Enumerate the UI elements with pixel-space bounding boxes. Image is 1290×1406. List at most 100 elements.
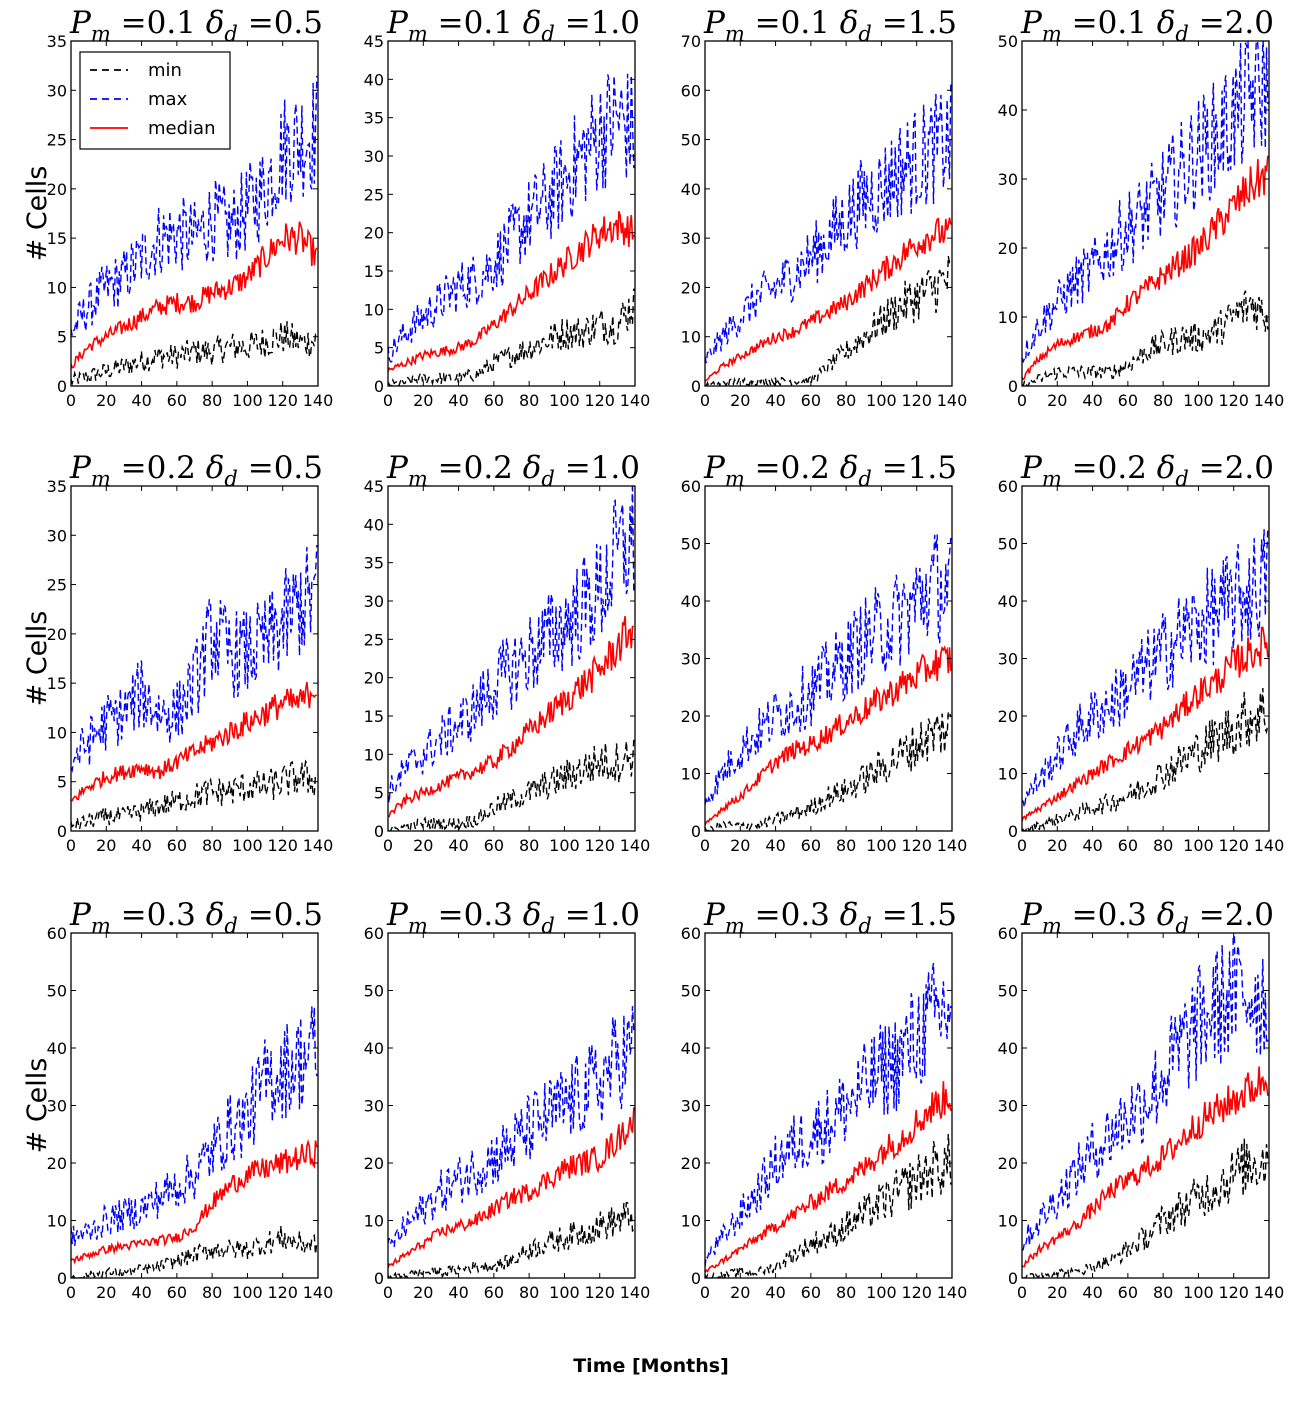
- x-tick-label: 100: [232, 836, 263, 855]
- x-tick-label: 20: [1047, 1283, 1067, 1302]
- x-tick-label: 120: [901, 1283, 932, 1302]
- plot-frame: [704, 40, 953, 387]
- x-tick-label: 20: [413, 391, 433, 410]
- x-tick-label: 80: [1153, 836, 1173, 855]
- x-tick-label: 0: [383, 391, 393, 410]
- y-tick-label: 10: [998, 765, 1018, 784]
- y-tick-label: 10: [47, 1212, 67, 1231]
- x-tick-label: 20: [96, 836, 116, 855]
- x-tick-label: 120: [267, 1283, 298, 1302]
- x-tick-label: 120: [267, 391, 298, 410]
- x-tick-label: 140: [937, 391, 968, 410]
- series-min-line: [1022, 290, 1269, 386]
- x-tick-label: 60: [1118, 391, 1138, 410]
- plot-frame: [70, 485, 319, 832]
- y-tick-label: 40: [998, 592, 1018, 611]
- x-tick-label: 20: [413, 836, 433, 855]
- y-tick-label: 30: [47, 526, 67, 545]
- x-axis-label: Time [Months]: [573, 1355, 729, 1377]
- y-tick-label: 40: [681, 1039, 701, 1058]
- x-tick-label: 20: [730, 1283, 750, 1302]
- y-tick-label: 10: [47, 278, 67, 297]
- y-tick-label: 60: [364, 924, 384, 943]
- series-median-line: [705, 217, 952, 382]
- x-tick-label: 40: [765, 391, 785, 410]
- y-tick-label: 30: [681, 650, 701, 669]
- x-tick-label: 0: [700, 836, 710, 855]
- x-tick-label: 80: [519, 391, 539, 410]
- y-tick-label: 15: [47, 674, 67, 693]
- x-tick-label: 20: [96, 1283, 116, 1302]
- y-tick-label: 20: [47, 625, 67, 644]
- x-tick-label: 80: [1153, 1283, 1173, 1302]
- series-median-line: [705, 1081, 952, 1273]
- y-tick-label: 45: [364, 32, 384, 51]
- x-tick-label: 80: [1153, 391, 1173, 410]
- series-median-line: [71, 681, 318, 802]
- y-tick-label: 60: [47, 924, 67, 943]
- y-tick-label: 40: [47, 1039, 67, 1058]
- y-tick-label: 5: [57, 773, 67, 792]
- x-tick-label: 0: [66, 391, 76, 410]
- y-tick-label: 20: [998, 1154, 1018, 1173]
- x-tick-label: 60: [1118, 836, 1138, 855]
- y-tick-label: 30: [998, 1097, 1018, 1116]
- plot-frame: [704, 932, 953, 1279]
- x-tick-label: 140: [303, 391, 334, 410]
- y-tick-label: 20: [364, 669, 384, 688]
- y-tick-label: 50: [364, 982, 384, 1001]
- x-tick-label: 80: [202, 391, 222, 410]
- plot-frame: [387, 40, 636, 387]
- series-max-line: [1022, 933, 1269, 1251]
- panel-title: Pm =0.1 δd =1.5: [703, 5, 957, 46]
- y-tick-label: 35: [47, 477, 67, 496]
- panel-title: Pm =0.2 δd =1.5: [703, 450, 957, 491]
- panel-title: Pm =0.2 δd =2.0: [1020, 450, 1274, 491]
- series-min-line: [705, 709, 952, 831]
- series-max-line: [1022, 41, 1269, 364]
- y-tick-label: 40: [364, 70, 384, 89]
- y-tick-label: 0: [691, 377, 701, 396]
- y-tick-label: 20: [681, 278, 701, 297]
- y-tick-label: 60: [681, 81, 701, 100]
- series-min-line: [71, 321, 318, 386]
- x-tick-label: 120: [1218, 1283, 1249, 1302]
- x-tick-label: 40: [448, 836, 468, 855]
- series-min-line: [388, 288, 635, 386]
- y-tick-label: 50: [681, 535, 701, 554]
- x-tick-label: 120: [1218, 836, 1249, 855]
- series-max-line: [71, 75, 318, 336]
- x-tick-label: 60: [1118, 1283, 1138, 1302]
- x-tick-label: 40: [1082, 391, 1102, 410]
- y-tick-label: 5: [374, 339, 384, 358]
- x-tick-label: 100: [866, 836, 897, 855]
- panel-title: Pm =0.1 δd =1.0: [386, 5, 640, 46]
- x-tick-label: 20: [96, 391, 116, 410]
- panel-title: Pm =0.3 δd =1.5: [703, 897, 957, 938]
- y-tick-label: 20: [998, 239, 1018, 258]
- series-max-line: [705, 83, 952, 364]
- x-tick-label: 40: [131, 391, 151, 410]
- y-tick-label: 10: [364, 745, 384, 764]
- x-tick-label: 120: [901, 836, 932, 855]
- x-tick-label: 40: [448, 1283, 468, 1302]
- y-tick-label: 0: [57, 377, 67, 396]
- y-tick-label: 10: [681, 328, 701, 347]
- y-tick-label: 0: [691, 822, 701, 841]
- x-tick-label: 140: [937, 1283, 968, 1302]
- series-max-line: [388, 486, 635, 804]
- series-median-line: [71, 221, 318, 369]
- y-tick-label: 0: [1008, 377, 1018, 396]
- y-tick-label: 35: [47, 32, 67, 51]
- x-tick-label: 40: [131, 1283, 151, 1302]
- y-tick-label: 60: [998, 924, 1018, 943]
- series-min-line: [71, 1225, 318, 1278]
